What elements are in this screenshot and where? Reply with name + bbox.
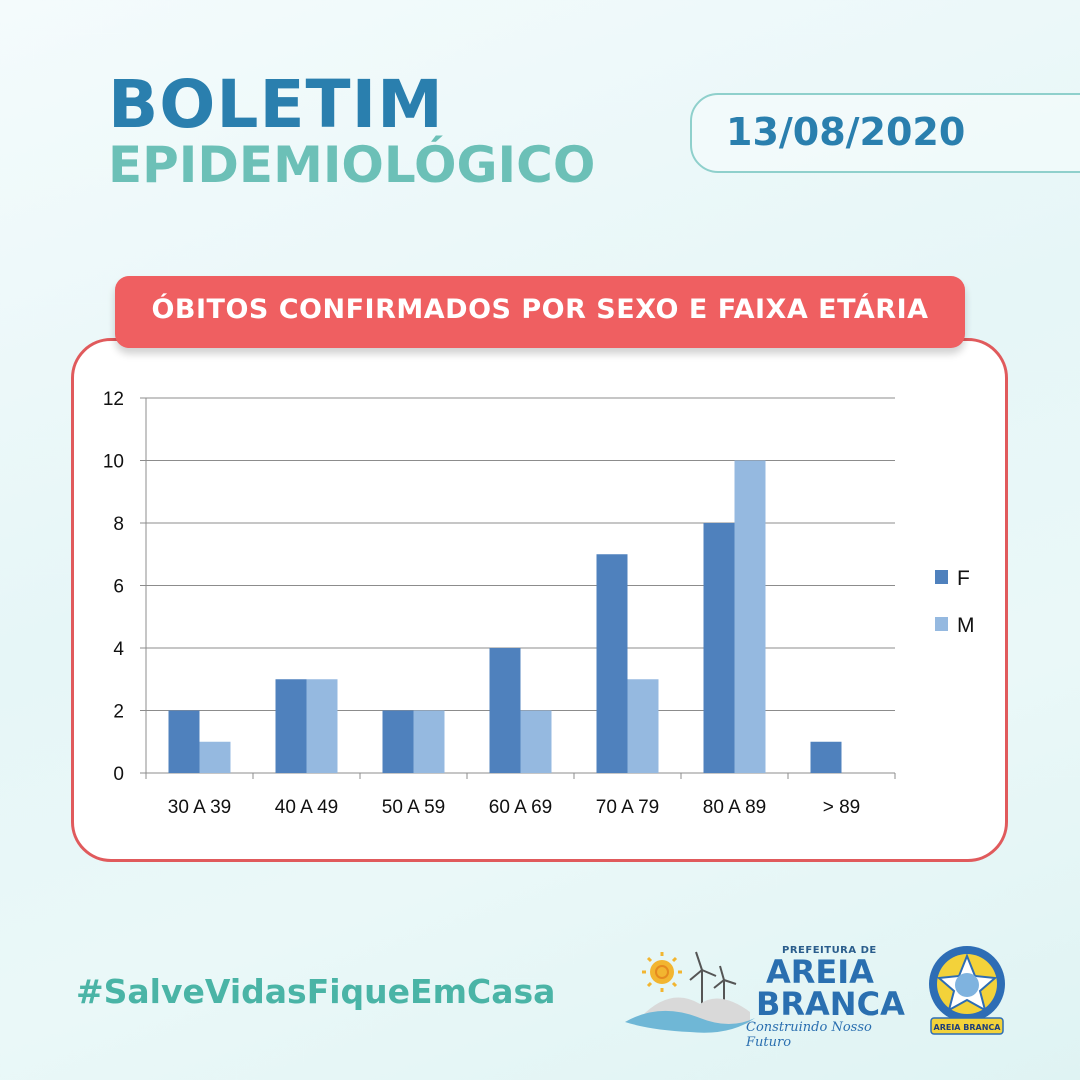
y-tick-label-2: 4 xyxy=(113,639,124,660)
y-tick-label-1: 2 xyxy=(113,702,124,723)
wave-icon xyxy=(625,1010,755,1033)
bar-F-3 xyxy=(489,648,521,773)
y-tick-label-5: 10 xyxy=(103,452,124,473)
x-tick-label-4: 70 A 79 xyxy=(596,797,659,818)
y-tick-label-0: 0 xyxy=(113,764,124,785)
chart-bars xyxy=(168,460,842,773)
legend-label-M: M xyxy=(957,614,975,637)
x-tick-label-2: 50 A 59 xyxy=(382,797,445,818)
y-tick-label-6: 12 xyxy=(103,389,124,410)
chart-y-ticks: 0 2 4 6 8 10 12 xyxy=(103,389,125,785)
chart-panel xyxy=(71,338,1008,862)
chart-gridlines xyxy=(146,397,895,711)
city-seal-icon: AREIA BRANCA xyxy=(929,946,1005,1035)
title-boletim: BOLETIM xyxy=(108,66,444,143)
chart-title-banner: ÓBITOS CONFIRMADOS POR SEXO E FAIXA ETÁR… xyxy=(115,276,965,348)
bar-F-1 xyxy=(275,679,307,773)
x-tick-label-0: 30 A 39 xyxy=(168,797,231,818)
sun-icon xyxy=(642,952,682,992)
date-badge: 13/08/2020 xyxy=(690,93,1080,173)
bar-F-0 xyxy=(168,710,200,773)
x-tick-label-3: 60 A 69 xyxy=(489,797,552,818)
logo-branca: BRANCA xyxy=(756,985,905,1023)
logo-areia: AREIA xyxy=(766,953,874,991)
city-logo: PREFEITURA DE AREIA BRANCA Construindo N… xyxy=(620,940,920,1050)
bar-F-5 xyxy=(703,523,735,773)
bar-F-4 xyxy=(596,554,628,773)
bar-F-6 xyxy=(810,741,842,773)
hashtag: #SalveVidasFiqueEmCasa xyxy=(76,972,556,1011)
chart-legend: FM xyxy=(935,567,975,637)
sun-wind-wave-icon xyxy=(625,951,755,1033)
bar-M-5 xyxy=(734,460,766,773)
bar-F-2 xyxy=(382,710,414,773)
legend-label-F: F xyxy=(957,567,970,590)
y-tick-label-4: 8 xyxy=(113,514,124,535)
bar-M-4 xyxy=(627,679,659,773)
title-epidemiologico: EPIDEMIOLÓGICO xyxy=(108,136,596,194)
bar-M-3 xyxy=(520,710,552,773)
x-tick-label-1: 40 A 49 xyxy=(275,797,338,818)
chart-title: ÓBITOS CONFIRMADOS POR SEXO E FAIXA ETÁR… xyxy=(151,294,929,325)
bar-M-0 xyxy=(199,741,231,773)
bar-M-1 xyxy=(306,679,338,773)
x-tick-label-5: 80 A 89 xyxy=(703,797,766,818)
report-date: 13/08/2020 xyxy=(726,110,966,154)
legend-swatch-M xyxy=(935,617,948,631)
bar-M-2 xyxy=(413,710,445,773)
y-tick-label-3: 6 xyxy=(113,577,124,598)
logo-prefix: PREFEITURA DE xyxy=(782,945,877,956)
legend-swatch-F xyxy=(935,570,948,584)
logo-slogan: Construindo Nosso Futuro xyxy=(746,1020,872,1050)
x-tick-label-6: > 89 xyxy=(823,797,861,818)
seal-label: AREIA BRANCA xyxy=(934,1023,1002,1032)
chart-x-ticks: 30 A 39 40 A 49 50 A 59 60 A 69 70 A 79 80 A … xyxy=(168,797,860,818)
